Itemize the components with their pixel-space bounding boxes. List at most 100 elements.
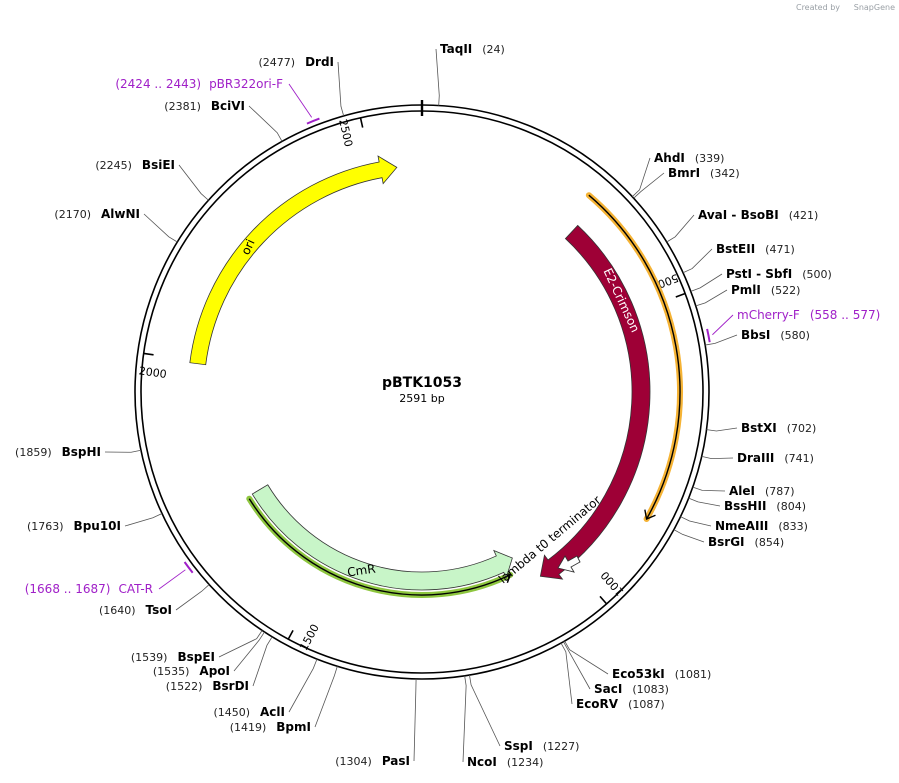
site-bsteii[interactable]: BstEII (471) [716,242,795,256]
site-position: (24) [482,43,505,56]
site-position: (741) [784,452,814,465]
site-leader-pmli [695,289,728,307]
site-ecorv[interactable]: EcoRV (1087) [576,697,665,711]
feature-e2-crimson[interactable] [539,224,651,580]
site-name: NcoI [467,755,497,769]
primer-range: (558 .. 577) [810,308,880,322]
feature-lambda-t0-terminator[interactable] [557,555,581,573]
site-name: AlwNI [101,207,140,221]
site-alei[interactable]: AleI (787) [729,484,795,498]
site-leader-ncoi [462,675,467,763]
site-leader-taqii [435,48,440,106]
site-position: (787) [765,485,795,498]
plasmid-length: 2591 bp [399,392,444,405]
site-position: (1081) [675,668,712,681]
site-leader-bpu10i [124,513,163,527]
tick-mark [143,352,154,356]
site-leader-bcivi [248,105,283,142]
site-leader-alei [692,486,726,492]
site-bsshii[interactable]: BssHII (804) [724,499,806,513]
site-bsrdi[interactable]: (1522) BsrDI [166,679,249,693]
site-name: SspI [504,739,533,753]
site-name: AclI [260,705,285,719]
feature-ori[interactable] [189,155,398,366]
site-labels: TaqII (24) AhdI (339)BmrI (342) AvaI - BsoBI (… [15,42,832,769]
site-name: NmeAIII [715,519,768,533]
site-apoi[interactable]: (1535) ApoI [153,664,230,678]
site-avai-bsobi[interactable]: AvaI - BsoBI (421) [698,208,818,222]
primer-range: (2424 .. 2443) [115,77,201,91]
site-position: (1227) [543,740,580,753]
site-position: (500) [802,268,832,281]
site-taqii[interactable]: TaqII (24) [440,42,505,56]
site-leader-drdi [337,61,345,117]
site-pasi[interactable]: (1304) PasI [335,754,410,768]
primer-name: CAT-R [118,582,153,596]
credit-brand[interactable]: SnapGene [854,3,895,12]
site-name: BstXI [741,421,777,435]
site-position: (1859) [15,446,52,459]
site-name: DraIII [737,451,774,465]
feature-cmr[interactable] [251,484,513,591]
primer-mcherry-f[interactable]: mCherry-F (558 .. 577) [737,308,880,322]
site-bpmi[interactable]: (1419) BpmI [230,720,311,734]
site-drdi[interactable]: (2477) DrdI [258,55,334,69]
site-bbsi[interactable]: BbsI (580) [741,328,810,342]
site-bstxi[interactable]: BstXI (702) [741,421,816,435]
site-position: (702) [787,422,817,435]
site-leader-bbsi [705,334,738,346]
site-leader-psti-sbfi [690,273,723,292]
site-bspei[interactable]: (1539) BspEI [131,650,215,664]
primer-cat-r[interactable]: (1668 .. 1687) CAT-R [25,582,153,596]
site-bsphi[interactable]: (1859) BspHI [15,445,101,459]
site-bsiei[interactable]: (2245) BsiEI [95,158,175,172]
site-name: BsrGI [708,535,745,549]
site-alwni[interactable]: (2170) AlwNI [54,207,140,221]
site-leader-tsoi [175,584,210,611]
site-acli[interactable]: (1450) AclI [213,705,285,719]
site-position: (2245) [95,159,132,172]
site-leader-bsshii [688,497,721,507]
site-leader-bstxi [706,427,738,432]
site-bmri[interactable]: BmrI (342) [668,166,740,180]
orf-arcs [246,192,683,598]
site-bcivi[interactable]: (2381) BciVI [164,99,245,113]
site-leader-avai-bsobi [666,214,695,243]
site-position: (339) [695,152,725,165]
site-name: TsoI [146,603,172,617]
primer-mark-cat-r [183,561,194,574]
site-bsrgi[interactable]: BsrGI (854) [708,535,784,549]
site-position: (2381) [164,100,201,113]
site-draiii[interactable]: DraIII (741) [737,451,814,465]
site-sspi[interactable]: SspI (1227) [504,739,579,753]
primer-pbr322ori-f[interactable]: (2424 .. 2443) pBR322ori-F [115,77,283,91]
orange-orf-arrowhead [644,509,656,520]
orange-orf-arc-core [588,194,681,520]
site-position: (854) [755,536,785,549]
site-saci[interactable]: SacI (1083) [594,682,669,696]
site-position: (2477) [258,56,295,69]
site-leader-pasi [413,678,417,762]
feature-label-ori: ori [238,237,257,257]
site-ahdi[interactable]: AhdI (339) [654,151,724,165]
site-tsoi[interactable]: (1640) TsoI [99,603,172,617]
site-pmli[interactable]: PmlI (522) [731,283,800,297]
site-leader-bspei [218,630,263,658]
site-name: PasI [382,754,410,768]
site-ncoi[interactable]: NcoI (1234) [467,755,543,769]
site-psti-sbfi[interactable]: PstI - SbfI (500) [726,267,832,281]
site-position: (804) [776,500,806,513]
site-leader-bpmi [314,666,338,728]
site-leader-acli [288,658,318,713]
site-name: PstI - SbfI [726,267,792,281]
site-name: EcoRV [576,697,619,711]
site-nmeaiii[interactable]: NmeAIII (833) [715,519,808,533]
site-bpu10i[interactable]: (1763) Bpu10I [27,519,121,533]
site-leader-alwni [143,213,178,243]
site-position: (1083) [632,683,669,696]
site-position: (342) [710,167,740,180]
credit-prefix: Created by [796,3,840,12]
site-eco53ki[interactable]: Eco53kI (1081) [612,667,711,681]
